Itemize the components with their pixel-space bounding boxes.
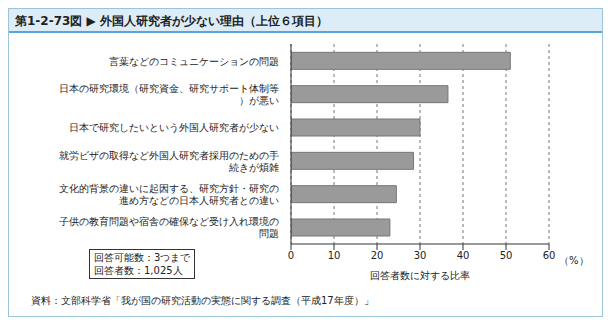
svg-text:0: 0 [288,250,294,261]
svg-text:40: 40 [457,250,470,261]
svg-text:50: 50 [500,250,513,261]
svg-text:回答者数に対する比率: 回答者数に対する比率 [370,270,470,281]
html-text:回答可能数：3つまで: 回答可能数：3つまで [94,252,191,263]
svg-text:20: 20 [371,250,384,261]
svg-text:日本で研究したいという外国人研究者が少ない: 日本で研究したいという外国人研究者が少ない [69,122,279,133]
svg-text:子供の教育問題や宿舎の確保など受け入れ環境の問題: 子供の教育問題や宿舎の確保など受け入れ環境の問題 [59,216,279,239]
html-text:回答者数：1,025人: 回答者数：1,025人 [94,265,183,276]
html-text:資料：文部科学省「我が国の研究活動の実態に関する調査（平成1: 資料：文部科学省「我が国の研究活動の実態に関する調査（平成17年度）」 [31,295,374,306]
svg-text:言葉などのコミュニケーションの問題: 言葉などのコミュニケーションの問題 [109,56,279,67]
svg-text:文化的背景の違いに起因する、研究方針・研究の進め方などの日本: 文化的背景の違いに起因する、研究方針・研究の進め方などの日本人研究者との違い [59,183,279,206]
svg-text:日本の研究環境（研究資金、研究サポート体制等）が悪い: 日本の研究環境（研究資金、研究サポート体制等）が悪い [59,83,279,106]
svg-text:60: 60 [543,250,556,261]
svg-text:30: 30 [414,250,427,261]
svg-text:就労ビザの取得など外国人研究者採用のための手続きが煩雑: 就労ビザの取得など外国人研究者採用のための手続きが煩雑 [59,150,279,173]
html-text:第1-2-73図 ▶ 外国人研究者が少ない理由（上位６項目）: 第1-2-73図 ▶ 外国人研究者が少ない理由（上位６項目） [15,14,328,28]
svg-text:10: 10 [328,250,341,261]
